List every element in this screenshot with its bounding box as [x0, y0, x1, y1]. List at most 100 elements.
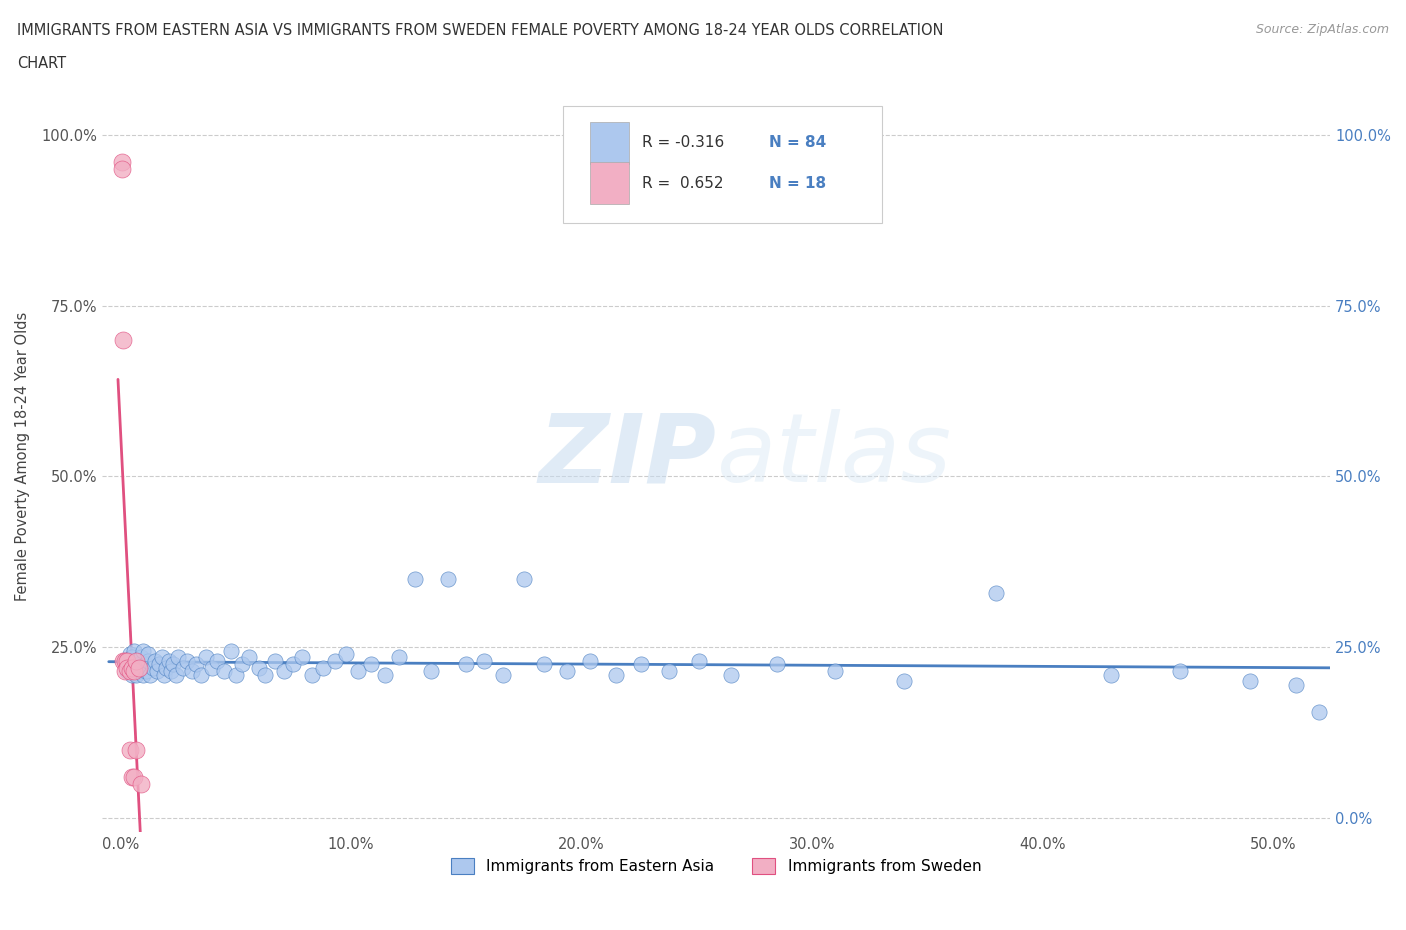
Y-axis label: Female Poverty Among 18-24 Year Olds: Female Poverty Among 18-24 Year Olds [15, 312, 30, 601]
Point [125, 742, 148, 757]
Point [162, 657, 184, 671]
Point [247, 660, 270, 675]
Text: CHART: CHART [17, 56, 66, 71]
Point [157, 654, 180, 669]
Point [766, 657, 789, 671]
Point [118, 646, 141, 661]
Point [111, 154, 134, 169]
Point [312, 660, 335, 675]
Point [135, 664, 157, 679]
Point [824, 664, 846, 679]
FancyBboxPatch shape [589, 162, 628, 204]
Point [201, 660, 224, 675]
Point [225, 667, 247, 682]
Point [323, 654, 346, 669]
Point [118, 742, 141, 757]
Point [335, 646, 357, 661]
Point [658, 664, 681, 679]
Point [132, 644, 155, 658]
Point [165, 667, 187, 682]
Point [893, 674, 915, 689]
Point [1285, 677, 1308, 692]
Point [111, 332, 134, 347]
Point [122, 770, 145, 785]
Point [135, 657, 157, 671]
Point [167, 650, 190, 665]
Point [533, 657, 555, 671]
Point [139, 667, 162, 682]
Point [231, 657, 253, 671]
Point [186, 657, 208, 671]
Point [238, 650, 260, 665]
Point [219, 644, 242, 658]
Point [301, 667, 323, 682]
FancyBboxPatch shape [589, 122, 628, 165]
Point [153, 667, 176, 682]
Point [129, 650, 152, 665]
Point [388, 650, 411, 665]
Point [125, 654, 148, 669]
Point [121, 660, 143, 675]
Point [404, 571, 426, 586]
Point [254, 667, 277, 682]
Point [111, 162, 134, 177]
Point [273, 664, 295, 679]
Point [212, 664, 235, 679]
FancyBboxPatch shape [562, 106, 882, 223]
Point [148, 657, 170, 671]
Point [115, 664, 138, 679]
Point [160, 664, 183, 679]
Point [984, 585, 1007, 600]
Point [115, 654, 138, 669]
Point [176, 654, 198, 669]
Point [115, 660, 138, 675]
Point [688, 654, 710, 669]
Point [291, 650, 314, 665]
Point [122, 664, 145, 679]
Point [1239, 674, 1261, 689]
Point [454, 657, 477, 671]
Point [172, 660, 194, 675]
Point [263, 654, 285, 669]
Point [1170, 664, 1192, 679]
Point [118, 664, 141, 679]
Text: atlas: atlas [716, 409, 950, 502]
Point [190, 667, 212, 682]
Point [114, 664, 136, 679]
Point [128, 657, 150, 671]
Point [146, 664, 169, 679]
Point [512, 571, 534, 586]
Point [630, 657, 652, 671]
Point [155, 660, 177, 675]
Point [125, 667, 148, 682]
Point [114, 654, 136, 669]
Point [194, 650, 217, 665]
Point [150, 650, 173, 665]
Text: R =  0.652: R = 0.652 [643, 177, 724, 192]
Point [205, 654, 228, 669]
Point [474, 654, 496, 669]
Point [111, 654, 134, 669]
Point [128, 664, 150, 679]
Legend: Immigrants from Eastern Asia, Immigrants from Sweden: Immigrants from Eastern Asia, Immigrants… [444, 852, 987, 881]
Point [1099, 667, 1122, 682]
Point [128, 660, 150, 675]
Point [121, 650, 143, 665]
Point [579, 654, 602, 669]
Point [132, 667, 155, 682]
Point [420, 664, 443, 679]
Text: N = 84: N = 84 [769, 135, 827, 150]
Text: Source: ZipAtlas.com: Source: ZipAtlas.com [1256, 23, 1389, 36]
Point [374, 667, 396, 682]
Text: N = 18: N = 18 [769, 177, 825, 192]
Point [129, 777, 152, 791]
Point [136, 646, 159, 661]
Point [360, 657, 382, 671]
Point [180, 664, 202, 679]
Point [142, 660, 165, 675]
Point [129, 660, 152, 675]
Point [281, 657, 304, 671]
Point [1308, 705, 1330, 720]
Point [605, 667, 627, 682]
Point [114, 654, 136, 669]
